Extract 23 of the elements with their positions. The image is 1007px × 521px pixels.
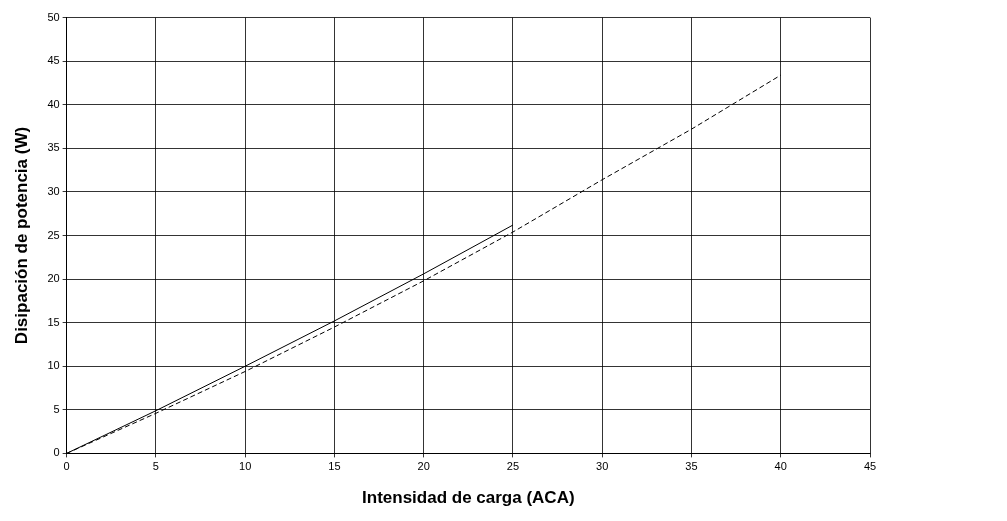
x-tick-label: 0 <box>63 460 70 473</box>
x-tick-label: 5 <box>152 460 159 473</box>
x-tick-label: 35 <box>685 460 698 473</box>
y-tick-label: 5 <box>53 402 60 415</box>
y-tick-label: 0 <box>53 446 60 459</box>
y-tick-label: 40 <box>47 97 60 110</box>
x-tick-label: 45 <box>863 460 877 473</box>
x-tick-label: 25 <box>506 460 520 473</box>
y-tick-label: 10 <box>47 359 60 372</box>
x-tick-label: 10 <box>239 460 252 473</box>
y-tick-label: 50 <box>47 10 60 23</box>
y-tick-label: 20 <box>47 272 60 285</box>
y-tick-label: 30 <box>47 184 60 197</box>
x-tick-label: 20 <box>417 460 430 473</box>
y-tick-label: 25 <box>47 228 60 241</box>
y-tick-label: 45 <box>47 54 60 67</box>
y-tick-label: 35 <box>47 141 60 154</box>
y-axis-title: Disipación de potencia (W) <box>11 126 31 345</box>
y-tick-label: 15 <box>47 315 60 328</box>
x-tick-label: 15 <box>328 460 341 473</box>
x-axis-title: Intensidad de carga (ACA) <box>362 488 575 508</box>
x-tick-label: 40 <box>774 460 787 473</box>
x-tick-label: 30 <box>596 460 609 473</box>
